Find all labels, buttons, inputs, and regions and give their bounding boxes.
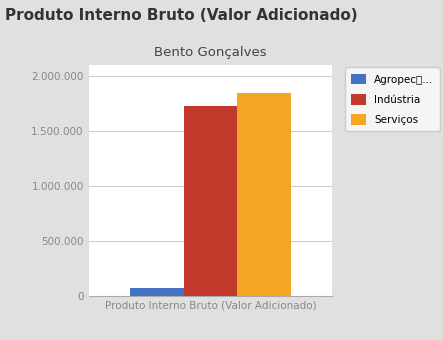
Legend: Agropecু..., Indústria, Serviços: Agropecু..., Indústria, Serviços xyxy=(345,68,439,131)
Bar xyxy=(237,93,291,296)
Text: Produto Interno Bruto (Valor Adicionado): Produto Interno Bruto (Valor Adicionado) xyxy=(5,8,358,23)
Bar xyxy=(130,288,184,296)
Bar xyxy=(183,106,237,296)
Title: Bento Gonçalves: Bento Gonçalves xyxy=(154,46,267,59)
